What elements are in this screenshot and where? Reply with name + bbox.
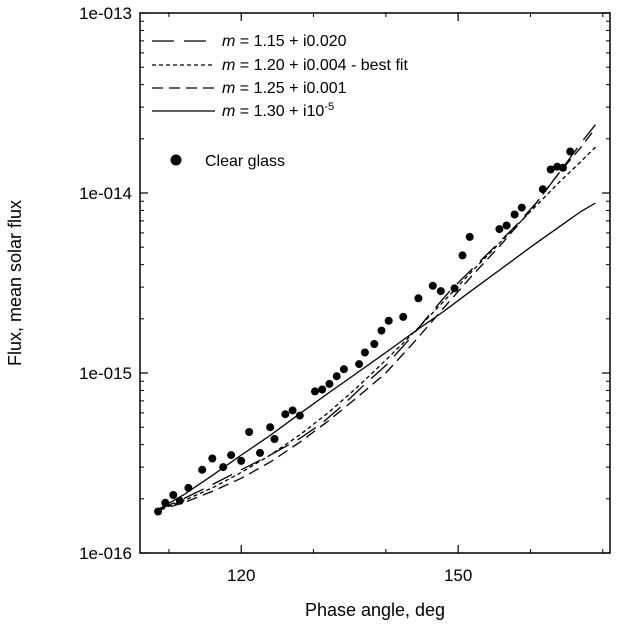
y-axis-title: Flux, mean solar flux bbox=[5, 200, 25, 366]
data-point bbox=[161, 498, 170, 507]
data-point bbox=[208, 454, 217, 463]
data-point bbox=[377, 326, 386, 335]
data-point bbox=[458, 251, 467, 260]
data-point bbox=[325, 379, 334, 388]
data-point bbox=[355, 360, 364, 369]
data-point bbox=[465, 232, 474, 241]
data-point bbox=[169, 491, 178, 499]
data-point bbox=[311, 387, 319, 396]
data-point bbox=[219, 463, 228, 472]
data-point bbox=[184, 483, 193, 492]
data-point bbox=[332, 372, 341, 381]
data-point bbox=[339, 365, 348, 374]
data-point bbox=[546, 165, 555, 174]
x-tick-label: 150 bbox=[444, 566, 472, 585]
data-point bbox=[436, 287, 445, 296]
x-tick-label: 120 bbox=[227, 566, 255, 585]
plot-frame bbox=[139, 12, 611, 554]
legend-label: m = 1.15 + i0.020 bbox=[222, 33, 347, 50]
data-point bbox=[154, 507, 163, 516]
data-point bbox=[318, 385, 327, 394]
data-point bbox=[538, 185, 547, 194]
data-point bbox=[517, 203, 526, 212]
data-point bbox=[399, 312, 408, 321]
data-point bbox=[559, 163, 567, 172]
data-point bbox=[270, 435, 279, 443]
legend: m = 1.15 + i0.020 m = 1.20 + i0.004 - bes… bbox=[152, 33, 408, 170]
axis-tick-labels: 1e-016 1e-015 1e-014 1e-013 120 150 bbox=[79, 4, 472, 585]
y-tick-label: 1e-015 bbox=[79, 364, 132, 383]
data-point bbox=[245, 428, 254, 436]
series-line-solid bbox=[154, 202, 596, 513]
series-line-mediumdash bbox=[154, 127, 597, 513]
legend-point-marker bbox=[170, 154, 182, 166]
data-point bbox=[256, 448, 264, 457]
data-point bbox=[295, 411, 304, 420]
data-point bbox=[495, 225, 504, 234]
series-line-longdash bbox=[154, 124, 597, 513]
data-point bbox=[414, 294, 423, 303]
legend-label: m = 1.25 + i0.001 bbox=[222, 80, 347, 97]
data-point bbox=[370, 340, 379, 348]
clear-glass-points bbox=[154, 147, 575, 516]
data-point bbox=[281, 410, 290, 419]
data-point bbox=[288, 406, 297, 415]
x-axis-title: Phase angle, deg bbox=[305, 600, 445, 620]
model-curves bbox=[154, 124, 597, 513]
data-point bbox=[450, 284, 459, 293]
legend-label-clear-glass: Clear glass bbox=[205, 153, 285, 170]
data-point bbox=[428, 281, 437, 290]
data-point bbox=[384, 316, 393, 325]
data-point bbox=[502, 221, 511, 230]
y-tick-label: 1e-013 bbox=[79, 4, 132, 23]
data-point bbox=[266, 423, 275, 432]
legend-label: m = 1.20 + i0.004 - best fit bbox=[222, 57, 408, 74]
legend-label: m = 1.30 + i10-5 bbox=[222, 101, 334, 120]
data-point bbox=[175, 496, 184, 505]
series-line-shortdash bbox=[154, 146, 596, 513]
axis-ticks bbox=[140, 12, 610, 554]
y-tick-label: 1e-016 bbox=[79, 544, 132, 563]
data-point bbox=[237, 456, 246, 465]
data-point bbox=[360, 348, 369, 357]
data-point bbox=[198, 465, 207, 474]
y-tick-label: 1e-014 bbox=[79, 184, 132, 203]
data-point bbox=[566, 147, 575, 156]
data-point bbox=[510, 210, 519, 219]
data-point bbox=[227, 451, 236, 460]
